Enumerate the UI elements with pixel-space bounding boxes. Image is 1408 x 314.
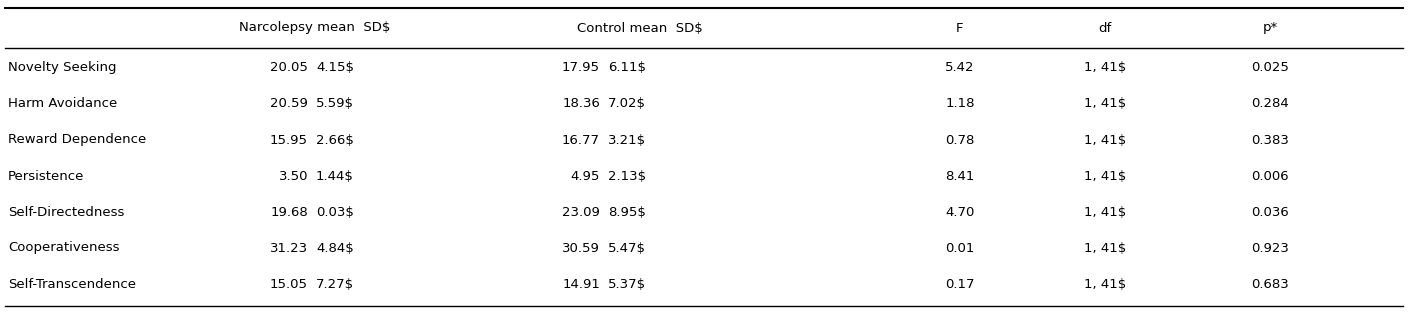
Text: 0.025: 0.025 [1252,62,1288,74]
Text: 8.41: 8.41 [945,170,974,182]
Text: Control mean  SD$: Control mean SD$ [577,21,703,35]
Text: 7.02$: 7.02$ [608,98,646,111]
Text: p*: p* [1263,21,1277,35]
Text: 4.84$: 4.84$ [315,241,353,255]
Text: 17.95: 17.95 [562,62,600,74]
Text: 8.95$: 8.95$ [608,205,646,219]
Text: 2.66$: 2.66$ [315,133,353,147]
Text: 19.68: 19.68 [270,205,308,219]
Text: 14.91: 14.91 [562,278,600,290]
Text: 5.42: 5.42 [945,62,974,74]
Text: 4.15$: 4.15$ [315,62,353,74]
Text: 5.47$: 5.47$ [608,241,646,255]
Text: Novelty Seeking: Novelty Seeking [8,62,117,74]
Text: 0.383: 0.383 [1252,133,1288,147]
Text: 0.17: 0.17 [945,278,974,290]
Text: F: F [956,21,963,35]
Text: 1.44$: 1.44$ [315,170,353,182]
Text: 0.683: 0.683 [1252,278,1288,290]
Text: 31.23: 31.23 [270,241,308,255]
Text: 1, 41$: 1, 41$ [1084,170,1126,182]
Text: Cooperativeness: Cooperativeness [8,241,120,255]
Text: 1, 41$: 1, 41$ [1084,205,1126,219]
Text: df: df [1098,21,1112,35]
Text: Reward Dependence: Reward Dependence [8,133,146,147]
Text: 1, 41$: 1, 41$ [1084,62,1126,74]
Text: 6.11$: 6.11$ [608,62,646,74]
Text: 1, 41$: 1, 41$ [1084,278,1126,290]
Text: 4.95: 4.95 [570,170,600,182]
Text: 5.37$: 5.37$ [608,278,646,290]
Text: Self-Directedness: Self-Directedness [8,205,124,219]
Text: 0.923: 0.923 [1252,241,1288,255]
Text: 3.50: 3.50 [279,170,308,182]
Text: 15.05: 15.05 [270,278,308,290]
Text: 0.284: 0.284 [1252,98,1288,111]
Text: 0.78: 0.78 [945,133,974,147]
Text: 0.006: 0.006 [1252,170,1288,182]
Text: 5.59$: 5.59$ [315,98,353,111]
Text: 1, 41$: 1, 41$ [1084,98,1126,111]
Text: 1.18: 1.18 [945,98,974,111]
Text: Self-Transcendence: Self-Transcendence [8,278,137,290]
Text: 1, 41$: 1, 41$ [1084,241,1126,255]
Text: 1, 41$: 1, 41$ [1084,133,1126,147]
Text: 7.27$: 7.27$ [315,278,355,290]
Text: 3.21$: 3.21$ [608,133,646,147]
Text: 30.59: 30.59 [562,241,600,255]
Text: 20.05: 20.05 [270,62,308,74]
Text: 23.09: 23.09 [562,205,600,219]
Text: 4.70: 4.70 [945,205,974,219]
Text: Persistence: Persistence [8,170,84,182]
Text: 15.95: 15.95 [270,133,308,147]
Text: Narcolepsy mean  SD$: Narcolepsy mean SD$ [239,21,390,35]
Text: 0.01: 0.01 [945,241,974,255]
Text: Harm Avoidance: Harm Avoidance [8,98,117,111]
Text: 20.59: 20.59 [270,98,308,111]
Text: 2.13$: 2.13$ [608,170,646,182]
Text: 16.77: 16.77 [562,133,600,147]
Text: 18.36: 18.36 [562,98,600,111]
Text: 0.036: 0.036 [1252,205,1288,219]
Text: 0.03$: 0.03$ [315,205,353,219]
